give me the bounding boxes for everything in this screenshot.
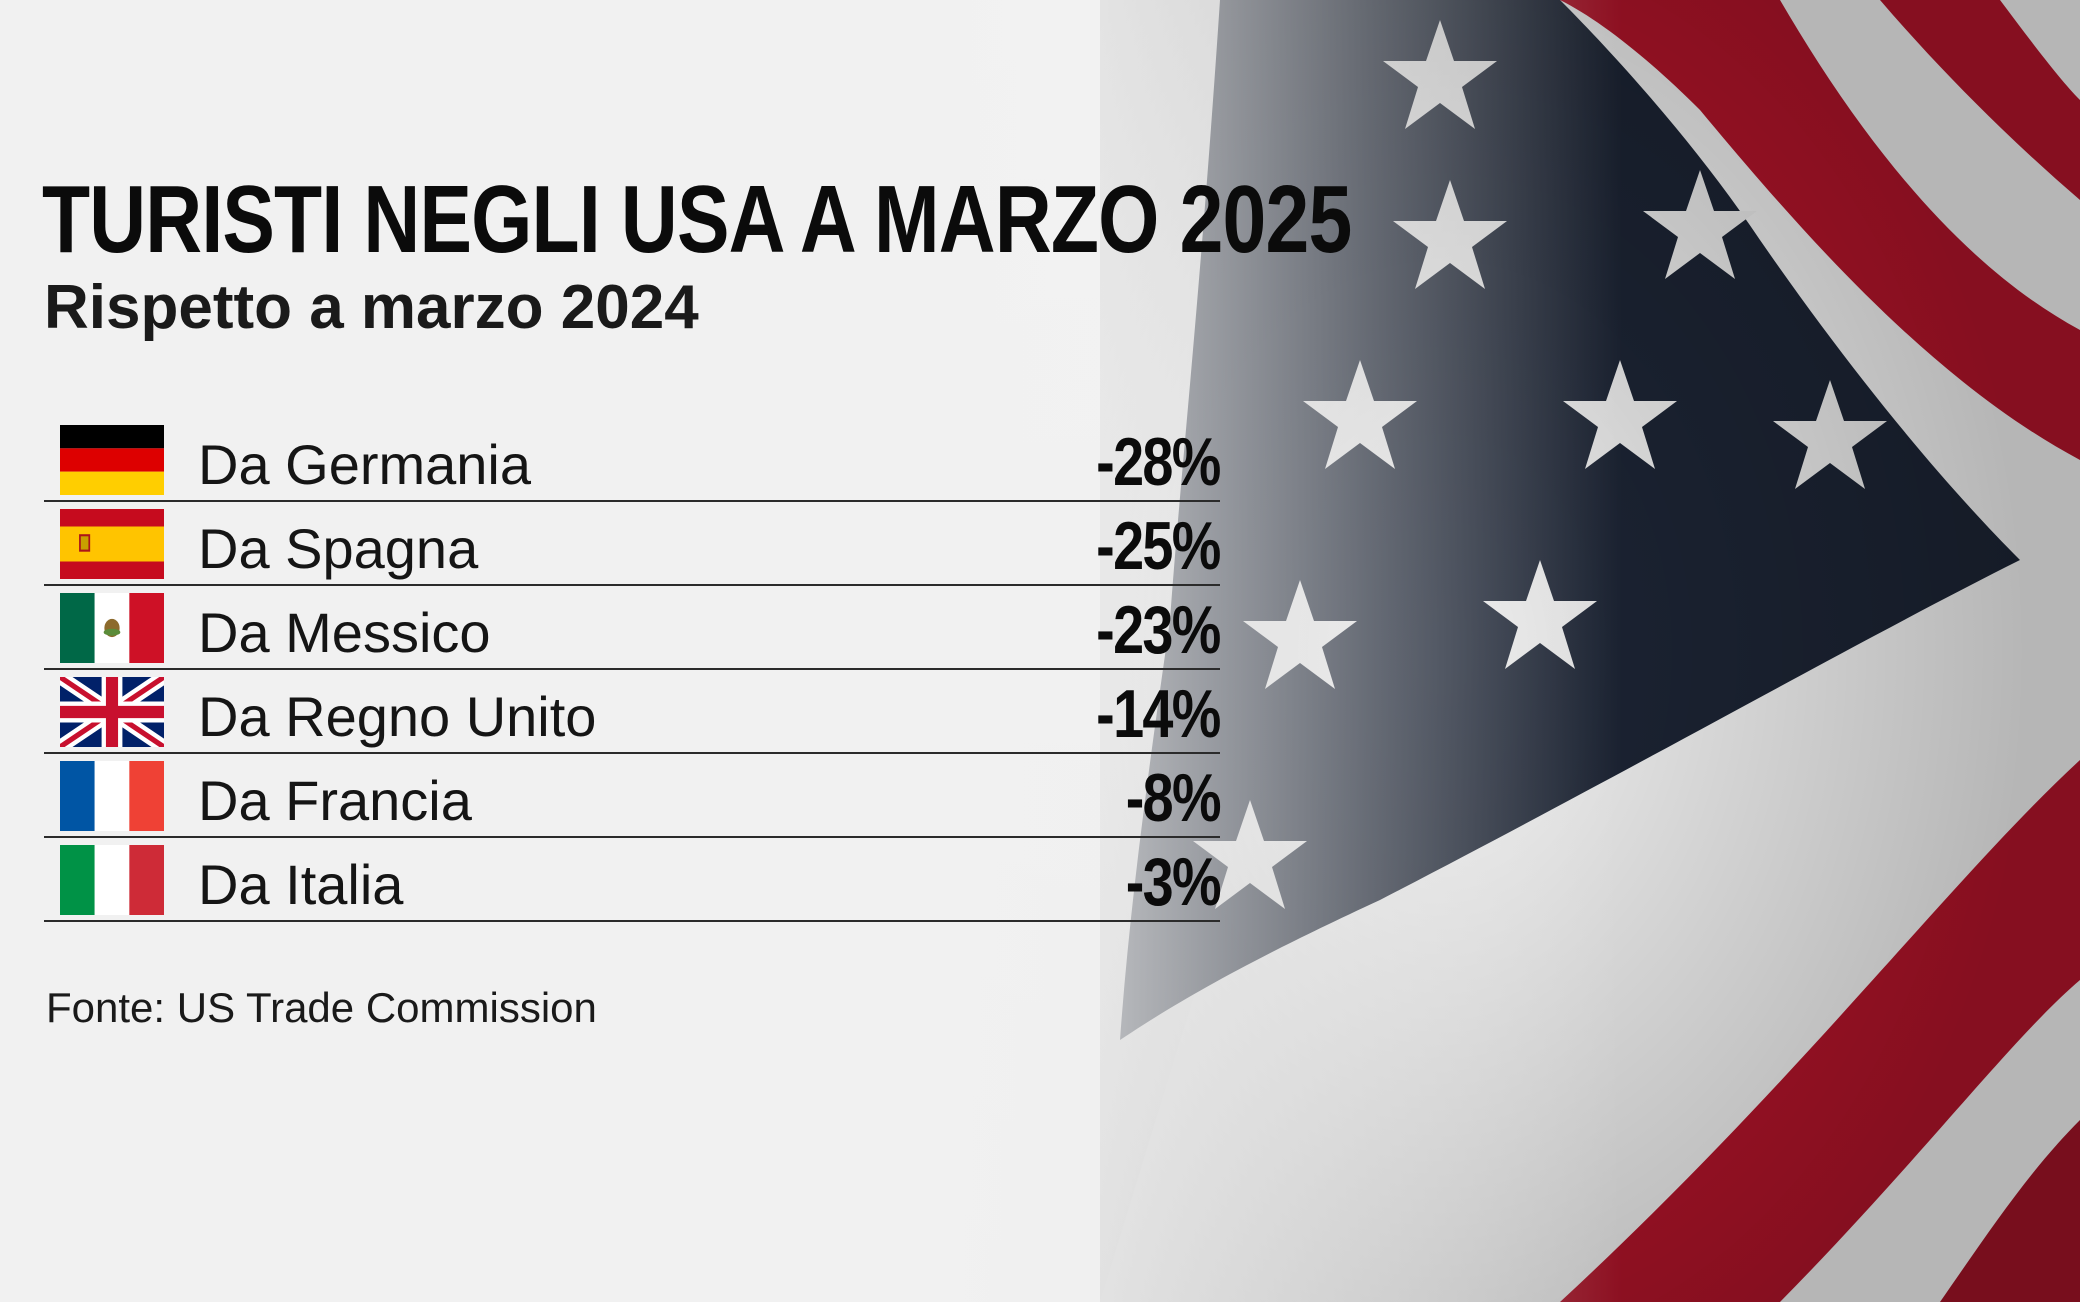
chart-title: TURISTI NEGLI USA A MARZO 2025 — [42, 166, 1352, 273]
row-label: Da Italia — [198, 853, 404, 916]
row-value: -8% — [1125, 760, 1222, 836]
row-label: Da Spagna — [198, 517, 479, 580]
row-value: -23% — [1096, 592, 1221, 668]
country-table: Da Germania -28% Da Spagna -25% Da Messi… — [44, 418, 1222, 922]
row-label: Da Messico — [198, 601, 491, 664]
table-row-uk: Da Regno Unito -14% — [44, 670, 1222, 754]
mexico-flag-icon — [60, 593, 164, 663]
row-label: Da Germania — [198, 433, 532, 496]
france-flag-icon — [60, 761, 164, 831]
italy-flag-icon — [60, 845, 164, 915]
row-label: Da Regno Unito — [198, 685, 597, 748]
source-note: Fonte: US Trade Commission — [46, 984, 597, 1031]
row-label: Da Francia — [198, 769, 472, 832]
germany-flag-icon — [60, 425, 164, 495]
table-row-italy: Da Italia -3% — [44, 838, 1222, 922]
row-value: -25% — [1096, 508, 1221, 584]
table-row-mexico: Da Messico -23% — [44, 586, 1222, 670]
row-value: -14% — [1096, 676, 1221, 752]
table-row-germany: Da Germania -28% — [44, 418, 1222, 502]
chart-subtitle: Rispetto a marzo 2024 — [44, 273, 699, 342]
row-value: -28% — [1096, 424, 1221, 500]
table-row-france: Da Francia -8% — [44, 754, 1222, 838]
row-value: -3% — [1125, 844, 1222, 920]
table-row-spain: Da Spagna -25% — [44, 502, 1222, 586]
spain-flag-icon — [60, 509, 164, 579]
uk-flag-icon — [60, 677, 164, 747]
